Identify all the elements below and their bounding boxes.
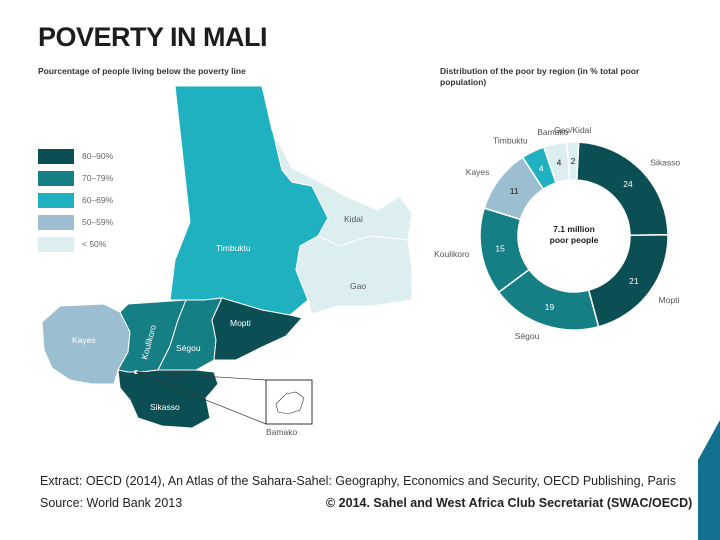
donut-center-line1: 7.1 million (553, 224, 595, 234)
donut-region-label: Ségou (515, 331, 540, 341)
donut-value-label: 24 (623, 179, 633, 189)
distribution-donut-chart (479, 141, 669, 331)
legend-item: 80–90% (38, 145, 113, 167)
corner-accent (698, 420, 720, 540)
label-kayes: Kayes (72, 335, 96, 345)
donut-region-label: Mopti (659, 295, 680, 305)
footer-extract: Extract: OECD (2014), An Atlas of the Sa… (40, 474, 676, 488)
donut-region-label: Sikasso (650, 157, 680, 167)
donut-region-label: Bamako (537, 127, 568, 137)
footer-source: Source: World Bank 2013 (40, 496, 183, 510)
donut-value-label: 19 (545, 302, 555, 312)
legend-item: 50–59% (38, 211, 113, 233)
donut-region-labels: Sikasso Mopti Ségou Koulikoro Kayes Timbuktu B… (434, 125, 680, 341)
legend-swatch (38, 192, 74, 208)
corner-accent-shape (698, 420, 720, 540)
legend-item: < 50% (38, 233, 113, 255)
donut-value-label: 21 (629, 276, 639, 286)
legend-label: 70–79% (82, 173, 114, 183)
inset-connector (135, 371, 267, 425)
legend-label: 80–90% (82, 151, 114, 161)
legend-label: 50–59% (82, 217, 114, 227)
chart-subtitle: Distribution of the poor by region (in %… (440, 66, 640, 87)
legend-swatch (38, 170, 74, 186)
legend-item: 70–79% (38, 167, 113, 189)
donut-value-label: 11 (510, 186, 519, 196)
donut-region-label: Timbuktu (493, 136, 528, 146)
label-segou: Ségou (176, 343, 201, 353)
bamako-inset (265, 379, 313, 425)
donut-value-label: 4 (539, 164, 544, 174)
legend-swatch (38, 236, 74, 252)
inset-connector (135, 371, 267, 381)
legend-label: < 50% (82, 239, 107, 249)
donut-slice-gao-kidal (566, 141, 580, 181)
donut-region-label: Gao/Kidal (554, 125, 591, 135)
map-subtitle: Pourcentage of people living below the p… (38, 66, 246, 76)
label-kidal: Kidal (344, 214, 363, 224)
donut-center-line2: poor people (550, 235, 599, 245)
label-gao: Gao (350, 281, 366, 291)
donut-region-label: Kayes (466, 167, 490, 177)
map-legend: 80–90% 70–79% 60–69% 50–59% < 50% (38, 145, 113, 255)
donut-value-label: 15 (495, 244, 505, 254)
label-mopti: Mopti (230, 318, 251, 328)
mali-map: Timbuktu Kidal Gao Kayes Koulikoro Ségou… (41, 85, 680, 437)
donut-value-label: 4 (557, 158, 562, 168)
region-sikasso (117, 369, 219, 429)
legend-swatch (38, 214, 74, 230)
region-segou (157, 297, 223, 371)
legend-label: 60–69% (82, 195, 114, 205)
legend-item: 60–69% (38, 189, 113, 211)
label-bamako-inset: Bamako (266, 427, 297, 437)
donut-region-label: Koulikoro (434, 249, 470, 259)
bamako-inset-shape (275, 391, 305, 415)
region-mopti (211, 297, 303, 361)
label-timbuktu: Timbuktu (216, 243, 251, 253)
page-title: POVERTY IN MALI (38, 22, 268, 52)
footer-copyright: © 2014. Sahel and West Africa Club Secre… (326, 496, 693, 510)
donut-value-label: 2 (571, 156, 576, 166)
region-gao (295, 235, 413, 315)
label-sikasso: Sikasso (150, 402, 180, 412)
legend-swatch (38, 148, 74, 164)
